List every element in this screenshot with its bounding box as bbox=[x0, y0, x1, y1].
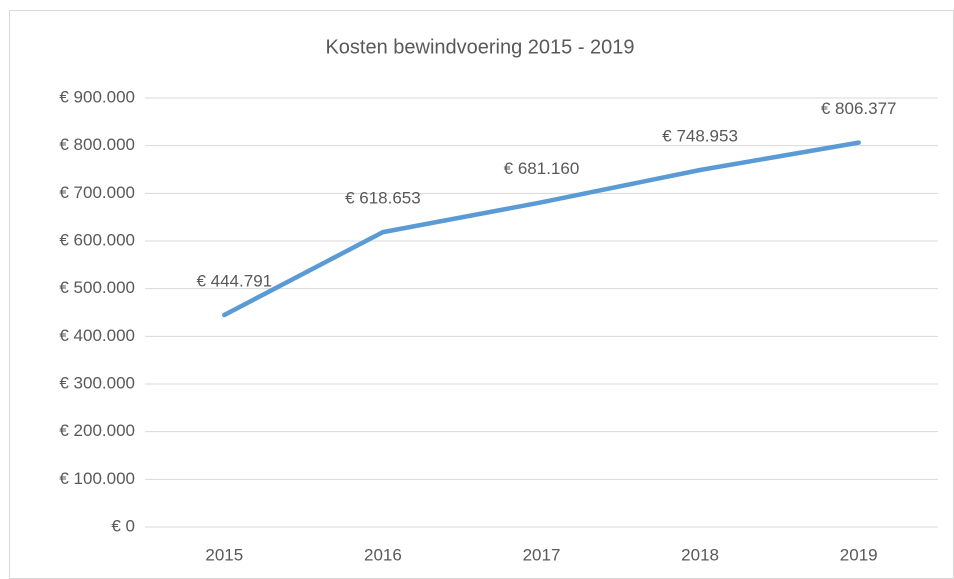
x-tick-label: 2015 bbox=[205, 545, 243, 564]
y-tick-label: € 0 bbox=[111, 516, 135, 535]
x-tick-label: 2017 bbox=[523, 545, 561, 564]
chart-border bbox=[9, 10, 954, 579]
x-tick-label: 2019 bbox=[840, 545, 878, 564]
y-tick-label: € 200.000 bbox=[59, 421, 135, 440]
data-label: € 681.160 bbox=[504, 159, 580, 178]
y-tick-label: € 400.000 bbox=[59, 326, 135, 345]
x-tick-label: 2016 bbox=[364, 545, 402, 564]
y-tick-label: € 600.000 bbox=[59, 230, 135, 249]
data-label: € 444.791 bbox=[196, 271, 272, 290]
y-tick-label: € 100.000 bbox=[59, 469, 135, 488]
data-label: € 748.953 bbox=[662, 126, 738, 145]
y-tick-label: € 900.000 bbox=[59, 87, 135, 106]
y-tick-label: € 500.000 bbox=[59, 278, 135, 297]
data-label: € 618.653 bbox=[345, 189, 421, 208]
y-tick-label: € 800.000 bbox=[59, 135, 135, 154]
data-label: € 806.377 bbox=[821, 99, 897, 118]
chart-title: Kosten bewindvoering 2015 - 2019 bbox=[325, 36, 634, 58]
x-tick-label: 2018 bbox=[681, 545, 719, 564]
line-series bbox=[222, 140, 861, 318]
y-tick-label: € 700.000 bbox=[59, 183, 135, 202]
y-tick-label: € 300.000 bbox=[59, 373, 135, 392]
